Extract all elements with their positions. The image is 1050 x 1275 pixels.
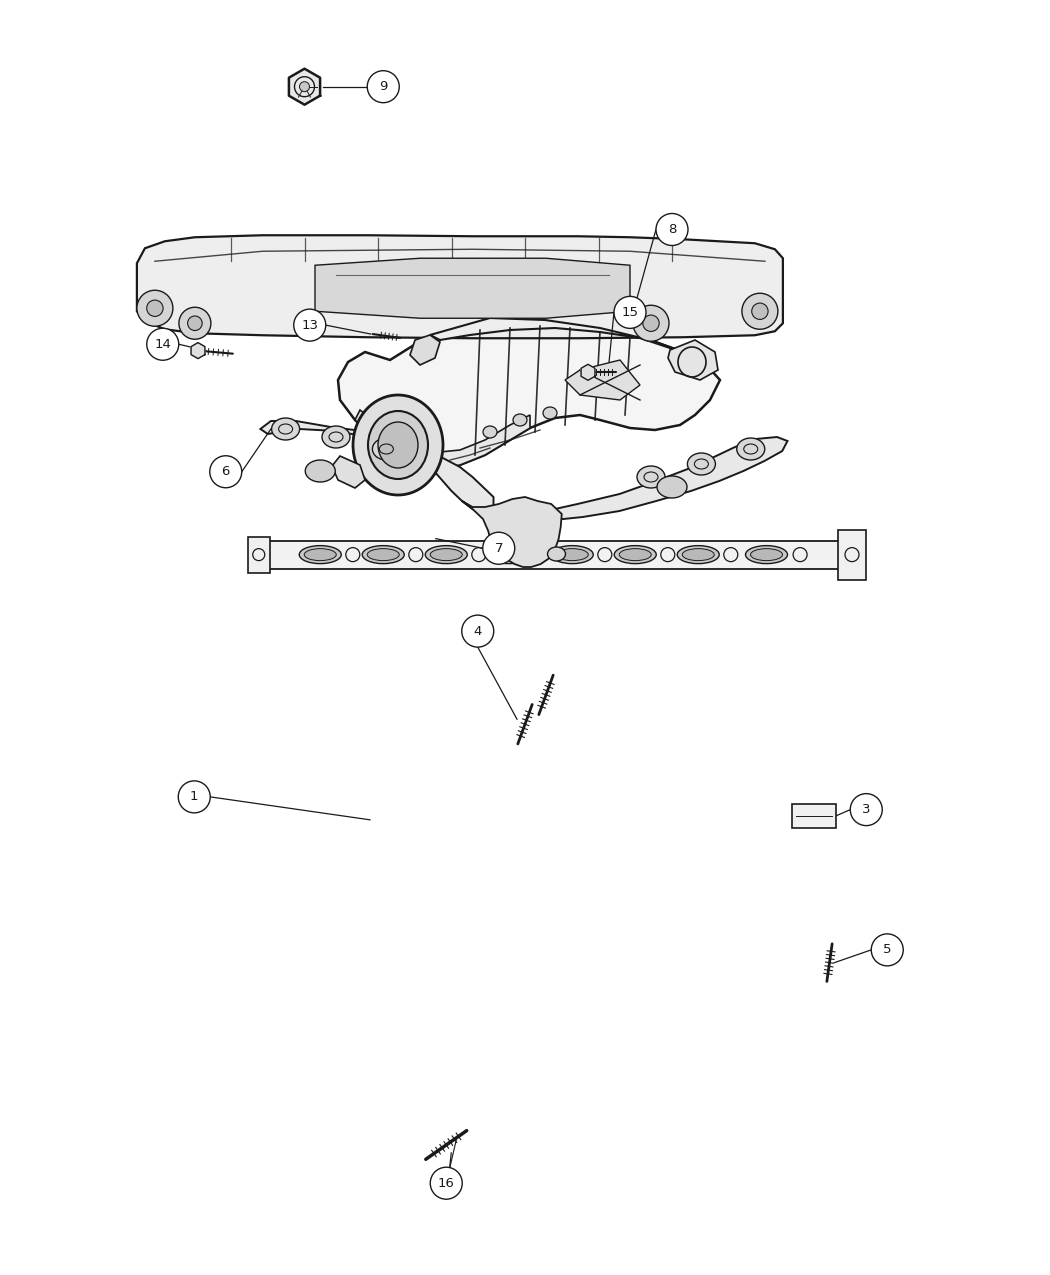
Circle shape — [462, 615, 493, 648]
Circle shape — [483, 532, 514, 565]
Circle shape — [178, 780, 210, 813]
Text: 6: 6 — [222, 465, 230, 478]
Ellipse shape — [430, 548, 462, 561]
Ellipse shape — [513, 414, 527, 426]
Ellipse shape — [306, 460, 335, 482]
Circle shape — [294, 309, 325, 342]
Circle shape — [368, 70, 399, 103]
Text: 13: 13 — [301, 319, 318, 332]
Ellipse shape — [368, 548, 399, 561]
Circle shape — [643, 315, 659, 332]
Polygon shape — [260, 421, 493, 514]
Circle shape — [136, 291, 173, 326]
Circle shape — [188, 316, 203, 330]
Circle shape — [742, 293, 778, 329]
Ellipse shape — [688, 453, 715, 476]
Ellipse shape — [677, 546, 719, 564]
Circle shape — [178, 307, 211, 339]
Ellipse shape — [746, 546, 788, 564]
Circle shape — [299, 82, 310, 92]
Polygon shape — [289, 69, 320, 105]
Ellipse shape — [483, 426, 497, 439]
Circle shape — [614, 296, 646, 329]
Circle shape — [752, 303, 769, 320]
Polygon shape — [338, 317, 720, 468]
Text: 8: 8 — [668, 223, 676, 236]
Ellipse shape — [368, 411, 428, 479]
Polygon shape — [581, 365, 595, 380]
Circle shape — [850, 793, 882, 826]
Polygon shape — [410, 335, 440, 365]
Ellipse shape — [682, 548, 714, 561]
Text: 3: 3 — [862, 803, 870, 816]
Ellipse shape — [378, 422, 418, 468]
Text: 5: 5 — [883, 944, 891, 956]
Polygon shape — [668, 340, 718, 380]
Polygon shape — [462, 497, 562, 567]
Ellipse shape — [620, 548, 651, 561]
Text: 4: 4 — [474, 625, 482, 638]
Text: 9: 9 — [379, 80, 387, 93]
Text: 15: 15 — [622, 306, 638, 319]
Circle shape — [147, 328, 178, 361]
Circle shape — [147, 300, 163, 316]
Ellipse shape — [353, 395, 443, 495]
Circle shape — [656, 213, 688, 246]
Ellipse shape — [362, 546, 404, 564]
Ellipse shape — [551, 546, 593, 564]
Ellipse shape — [547, 547, 566, 561]
Polygon shape — [355, 411, 530, 468]
Text: 1: 1 — [190, 790, 198, 803]
Circle shape — [633, 305, 669, 342]
Circle shape — [872, 933, 903, 966]
Polygon shape — [136, 236, 783, 338]
Text: 14: 14 — [154, 338, 171, 351]
Ellipse shape — [614, 546, 656, 564]
Circle shape — [210, 455, 242, 488]
Polygon shape — [191, 343, 205, 358]
Polygon shape — [565, 360, 640, 400]
Ellipse shape — [543, 407, 556, 419]
Ellipse shape — [494, 548, 525, 561]
Ellipse shape — [272, 418, 299, 440]
Ellipse shape — [737, 439, 764, 460]
Ellipse shape — [637, 465, 665, 488]
FancyBboxPatch shape — [268, 541, 840, 569]
Ellipse shape — [373, 439, 400, 460]
Ellipse shape — [488, 546, 530, 564]
Ellipse shape — [556, 548, 588, 561]
Ellipse shape — [322, 426, 350, 448]
Text: 7: 7 — [495, 542, 503, 555]
Ellipse shape — [657, 476, 687, 499]
Ellipse shape — [751, 548, 782, 561]
Ellipse shape — [304, 548, 336, 561]
Circle shape — [430, 1167, 462, 1200]
Polygon shape — [332, 456, 365, 488]
Polygon shape — [430, 317, 710, 370]
Text: 16: 16 — [438, 1177, 455, 1190]
FancyBboxPatch shape — [838, 529, 866, 580]
Polygon shape — [504, 437, 788, 521]
FancyBboxPatch shape — [248, 537, 270, 572]
Ellipse shape — [425, 546, 467, 564]
Polygon shape — [315, 259, 630, 319]
FancyBboxPatch shape — [792, 805, 836, 827]
Ellipse shape — [299, 546, 341, 564]
